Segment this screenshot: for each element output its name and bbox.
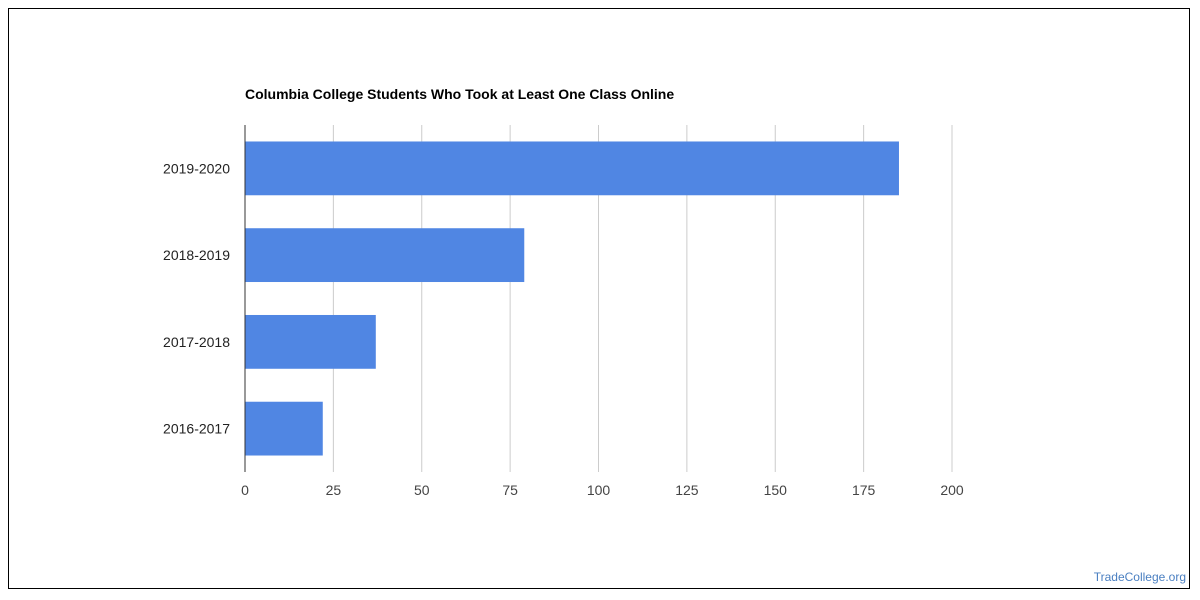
chart-title: Columbia College Students Who Took at Le… <box>245 86 674 102</box>
x-tick-label: 25 <box>326 482 342 498</box>
bar-2019-2020[interactable] <box>245 141 899 196</box>
x-tick-label: 75 <box>502 482 518 498</box>
x-tick-label: 125 <box>675 482 699 498</box>
x-tick-label: 200 <box>940 482 964 498</box>
watermark: TradeCollege.org <box>1093 570 1186 584</box>
x-tick-label: 0 <box>241 482 249 498</box>
x-tick-label: 150 <box>764 482 788 498</box>
category-labels: 2019-2020 2018-2019 2017-2018 2016-2017 <box>163 160 230 436</box>
category-label: 2019-2020 <box>163 160 230 176</box>
category-label: 2018-2019 <box>163 247 230 263</box>
bar-2017-2018[interactable] <box>245 314 376 369</box>
category-label: 2016-2017 <box>163 421 230 437</box>
x-tick-label: 100 <box>587 482 611 498</box>
x-tick-labels: 0 25 50 75 100 125 150 175 200 <box>241 482 964 498</box>
x-tick-label: 50 <box>414 482 430 498</box>
category-label: 2017-2018 <box>163 334 230 350</box>
bar-2016-2017[interactable] <box>245 401 323 456</box>
bars <box>245 141 899 456</box>
x-tick-label: 175 <box>852 482 876 498</box>
bar-2018-2019[interactable] <box>245 228 525 283</box>
